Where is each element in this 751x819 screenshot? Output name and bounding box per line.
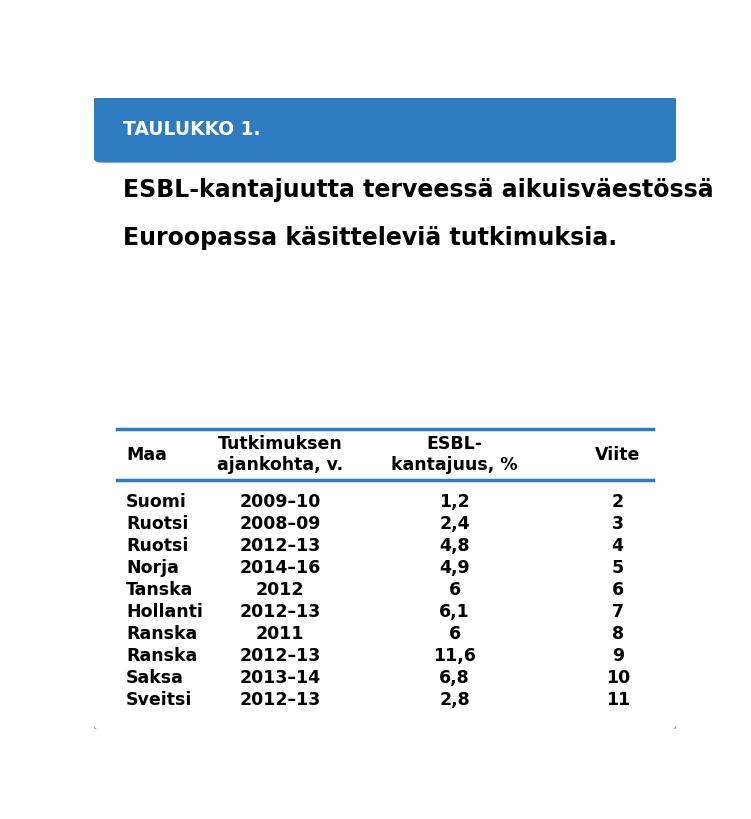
Text: 4: 4 xyxy=(612,537,623,555)
Text: Suomi: Suomi xyxy=(126,493,187,511)
Text: 2009–10: 2009–10 xyxy=(240,493,321,511)
Text: 11: 11 xyxy=(605,691,630,709)
Text: 6: 6 xyxy=(448,625,461,643)
Text: Tutkimuksen
ajankohta, v.: Tutkimuksen ajankohta, v. xyxy=(217,435,343,474)
Text: TAULUKKO 1.: TAULUKKO 1. xyxy=(123,120,261,139)
FancyBboxPatch shape xyxy=(92,97,677,731)
Text: 11,6: 11,6 xyxy=(433,647,476,665)
Text: 2008–09: 2008–09 xyxy=(240,515,321,533)
FancyBboxPatch shape xyxy=(92,97,677,163)
Text: Norja: Norja xyxy=(126,559,179,577)
Text: Ranska: Ranska xyxy=(126,625,197,643)
Text: 9: 9 xyxy=(611,647,624,665)
Text: ESBL-
kantajuus, %: ESBL- kantajuus, % xyxy=(391,435,518,474)
Text: 2013–14: 2013–14 xyxy=(240,669,321,687)
Text: Hollanti: Hollanti xyxy=(126,604,203,622)
FancyBboxPatch shape xyxy=(101,129,669,153)
Text: 4,8: 4,8 xyxy=(439,537,470,555)
Text: 10: 10 xyxy=(605,669,630,687)
Text: 2,4: 2,4 xyxy=(439,515,470,533)
Text: 2012–13: 2012–13 xyxy=(240,604,321,622)
Text: Ruotsi: Ruotsi xyxy=(126,515,189,533)
Text: 6,1: 6,1 xyxy=(439,604,470,622)
Text: 2,8: 2,8 xyxy=(439,691,470,709)
Text: 2012–13: 2012–13 xyxy=(240,647,321,665)
Text: 2012–13: 2012–13 xyxy=(240,537,321,555)
Text: 6: 6 xyxy=(611,581,624,600)
Text: 5: 5 xyxy=(611,559,624,577)
Text: 1,2: 1,2 xyxy=(439,493,470,511)
Text: ESBL-kantajuutta terveessä aikuisväestössä: ESBL-kantajuutta terveessä aikuisväestös… xyxy=(123,179,713,202)
Text: 2014–16: 2014–16 xyxy=(240,559,321,577)
Text: 2012–13: 2012–13 xyxy=(240,691,321,709)
Text: 6,8: 6,8 xyxy=(439,669,470,687)
Text: 2012: 2012 xyxy=(256,581,304,600)
Text: Ranska: Ranska xyxy=(126,647,197,665)
Text: Sveitsi: Sveitsi xyxy=(126,691,192,709)
Text: 6: 6 xyxy=(448,581,461,600)
Text: 2011: 2011 xyxy=(256,625,304,643)
Text: 8: 8 xyxy=(611,625,624,643)
Text: Maa: Maa xyxy=(126,446,167,464)
Text: Saksa: Saksa xyxy=(126,669,184,687)
Text: Viite: Viite xyxy=(595,446,641,464)
Text: 7: 7 xyxy=(612,604,623,622)
Text: Ruotsi: Ruotsi xyxy=(126,537,189,555)
Text: 3: 3 xyxy=(612,515,623,533)
Text: 2: 2 xyxy=(611,493,624,511)
Text: 4,9: 4,9 xyxy=(439,559,470,577)
Text: Euroopassa käsitteleviä tutkimuksia.: Euroopassa käsitteleviä tutkimuksia. xyxy=(123,226,617,250)
Text: Tanska: Tanska xyxy=(126,581,193,600)
